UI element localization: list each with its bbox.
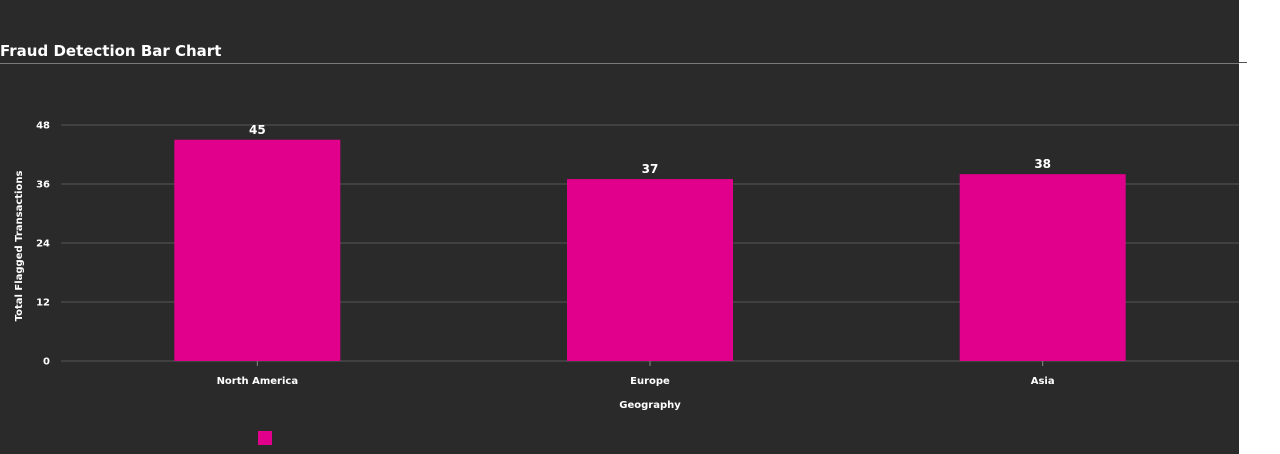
bar-north-america[interactable]	[174, 139, 341, 361]
y-tick-label: 36	[36, 180, 50, 191]
x-axis-title: Geography	[619, 400, 681, 411]
x-tick-label: Asia	[1031, 376, 1055, 387]
x-tick-label: Europe	[630, 376, 670, 387]
bars	[174, 139, 1126, 361]
chart-title: Fraud Detection Bar Chart	[0, 42, 222, 60]
chart-panel: Fraud Detection Bar Chart 45 37 38 0 12 24 36…	[0, 0, 1239, 454]
y-tick-label: 12	[36, 298, 50, 309]
y-tick-label: 24	[36, 239, 50, 250]
y-axis-title: Total Flagged Transactions	[14, 171, 25, 322]
bar-chart: 45 37 38 0 12 24 36 48 North America Europe Asia…	[14, 121, 1239, 445]
legend-swatch[interactable]	[258, 431, 272, 445]
edge-divider	[1239, 62, 1247, 63]
y-tick-label: 0	[43, 357, 50, 368]
y-axis: 0 12 24 36 48	[36, 121, 50, 368]
x-tick-label: North America	[217, 376, 299, 387]
legend[interactable]	[258, 431, 272, 445]
y-tick-label: 48	[36, 121, 50, 132]
data-label: 45	[249, 123, 266, 137]
data-label: 38	[1034, 157, 1051, 171]
bar-europe[interactable]	[567, 179, 733, 361]
data-labels: 45 37 38	[249, 123, 1051, 176]
title-divider	[0, 63, 1239, 64]
bar-asia[interactable]	[959, 174, 1126, 361]
x-axis: North America Europe Asia	[217, 361, 1055, 387]
data-label: 37	[642, 162, 659, 176]
